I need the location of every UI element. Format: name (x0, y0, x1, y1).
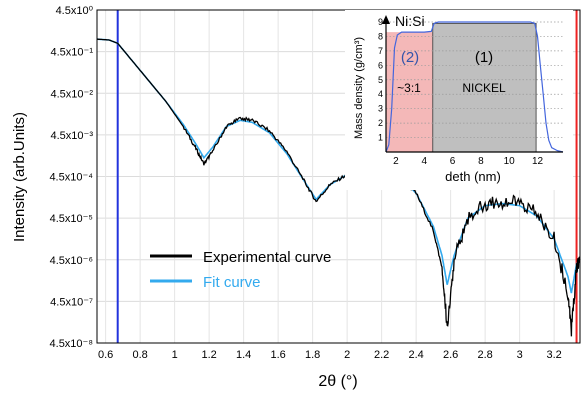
main-x-tick-label: 3.2 (546, 349, 561, 361)
region-2-number: (2) (401, 49, 419, 66)
inset-y-tick-label: 1 (378, 133, 383, 143)
inset-y-tick-label: 5 (378, 75, 383, 85)
inset-x-tick-label: 4 (421, 156, 427, 167)
inset-x-tick-label: 6 (450, 156, 456, 167)
main-marker-lines (116, 10, 578, 343)
main-y-tick-label: 4.5x10⁻⁵ (50, 213, 93, 225)
main-x-tick-label: 1.4 (236, 349, 251, 361)
main-x-tick-labels: 0.6 0.8 1 1.2 1.4 1.6 1.8 2 2.2 2.4 2.6 2.8 3 3.2 (98, 349, 562, 361)
inset-y-tick-label: 8 (378, 31, 383, 41)
main-y-tick-label: 4.5x10⁻⁴ (49, 172, 93, 184)
region-1-label: NICKEL (462, 81, 506, 95)
main-x-axis-label: 2θ (°) (318, 373, 357, 390)
main-y-tick-label: 4.5x10⁻³ (51, 130, 94, 142)
inset-y-axis-arrow (382, 15, 390, 24)
main-x-tick-label: 1 (172, 349, 178, 361)
main-y-axis-label: Intensity (arb.Units) (11, 112, 28, 242)
inset-density-line (385, 21, 564, 153)
main-y-tick-label: 4.5x10⁻⁸ (50, 338, 93, 350)
region-1-number: (1) (475, 49, 493, 66)
inset-x-tick-label: 12 (532, 156, 544, 167)
main-plot-frame (96, 9, 581, 344)
region-2-label: ~3:1 (397, 81, 421, 95)
main-y-tick-label: 4.5x10⁻⁷ (50, 296, 93, 308)
inset-x-axis-label: deth (nm) (445, 169, 501, 184)
inset-x-tick-label: 10 (504, 156, 516, 167)
main-x-tick-label: 2.6 (443, 349, 458, 361)
inset-density-profile (385, 21, 564, 153)
inset-y-tick-label: 6 (378, 60, 383, 70)
inset-y-tick-label: 2 (378, 118, 383, 128)
legend-label-experimental: Experimental curve (203, 249, 331, 266)
inset-y-axis-label: Mass density (g/cm³) (353, 37, 365, 139)
main-x-tick-label: 2 (344, 349, 350, 361)
main-x-tick-label: 2.2 (374, 349, 389, 361)
inset-x-tick-label: 8 (478, 156, 484, 167)
legend-label-fit: Fit curve (203, 274, 261, 291)
main-y-tick-label: 4.5x10⁻² (51, 88, 94, 100)
main-x-tick-label: 0.6 (98, 349, 113, 361)
inset-y-tick-label: 9 (378, 17, 383, 27)
main-x-tick-label: 3 (517, 349, 523, 361)
inset-y-tick-label: 4 (378, 89, 383, 99)
main-x-tick-label: 0.8 (132, 349, 147, 361)
main-y-tick-label: 4.5x10⁻⁶ (50, 255, 93, 267)
main-y-tick-labels: 4.5x10⁰ 4.5x10⁻¹ 4.5x10⁻² 4.5x10⁻³ 4.5x10⁻⁴ 4… (49, 5, 93, 350)
main-x-tick-label: 1.6 (270, 349, 285, 361)
inset-y-tick-label: 3 (378, 104, 383, 114)
inset-title: Ni:Si (395, 13, 425, 29)
inset-x-tick-label: 2 (393, 156, 399, 167)
inset-y-tick-labels: 1 2 3 4 5 6 7 8 9 (378, 17, 383, 143)
main-x-tick-label: 1.2 (201, 349, 216, 361)
inset-x-tick-labels: 2 4 6 8 10 12 (393, 156, 543, 167)
inset-y-tick-label: 7 (378, 46, 383, 56)
inset-density-regions (386, 22, 537, 153)
inset-region-nickel (432, 22, 537, 153)
main-legend: Experimental curve Fit curve (150, 249, 331, 291)
inset-gridlines (386, 21, 563, 153)
main-x-tick-label: 1.8 (305, 349, 320, 361)
main-x-tick-label: 2.8 (477, 349, 492, 361)
main-y-tick-label: 4.5x10⁻¹ (51, 47, 94, 59)
main-x-tick-label: 2.4 (408, 349, 423, 361)
main-y-tick-label: 4.5x10⁰ (56, 5, 94, 17)
